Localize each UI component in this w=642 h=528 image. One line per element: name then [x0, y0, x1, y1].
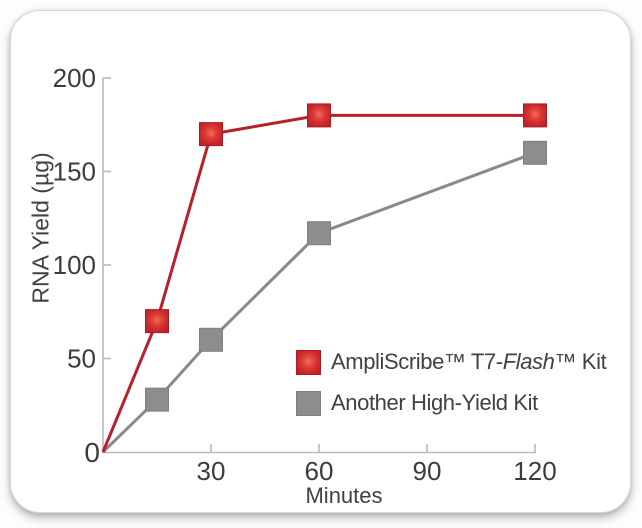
- legend-swatch-other-gray-square: [296, 390, 321, 416]
- x-tick-label: 90: [413, 456, 442, 486]
- legend-label-other-kit: Another High-Yield Kit: [331, 390, 538, 415]
- data-point-marker-series-0: [145, 309, 169, 334]
- y-tick-label: 100: [53, 250, 96, 280]
- data-point-marker-series-0: [199, 122, 223, 147]
- y-tick-label-zero: 0: [84, 437, 100, 468]
- data-point-marker-series-1: [199, 327, 223, 352]
- legend-swatch-ampliscribe-red-square: [296, 349, 321, 375]
- data-point-marker-series-1: [145, 387, 169, 412]
- x-tick-label: 30: [197, 456, 226, 486]
- data-point-marker-series-1: [523, 140, 547, 165]
- y-tick-label: 50: [67, 344, 96, 374]
- y-tick-label: 150: [53, 157, 96, 187]
- legend: AmpliScribe™ T7-Flash™ Kit Another High-…: [296, 349, 607, 416]
- y-axis-title: RNA Yield (µg): [27, 152, 54, 304]
- x-axis-title: Minutes: [305, 483, 383, 508]
- legend-item-other-kit: Another High-Yield Kit: [296, 390, 606, 416]
- legend-item-ampliscribe: AmpliScribe™ T7-Flash™ Kit: [296, 349, 607, 375]
- legend-label-ampliscribe: AmpliScribe™ T7-Flash™ Kit: [331, 349, 607, 374]
- y-tick-label: 200: [53, 63, 96, 93]
- data-point-marker-series-0: [523, 103, 547, 128]
- data-point-marker-series-0: [307, 103, 331, 128]
- x-tick-label: 60: [305, 456, 334, 486]
- x-tick-label: 120: [513, 456, 556, 486]
- data-point-marker-series-1: [307, 221, 331, 246]
